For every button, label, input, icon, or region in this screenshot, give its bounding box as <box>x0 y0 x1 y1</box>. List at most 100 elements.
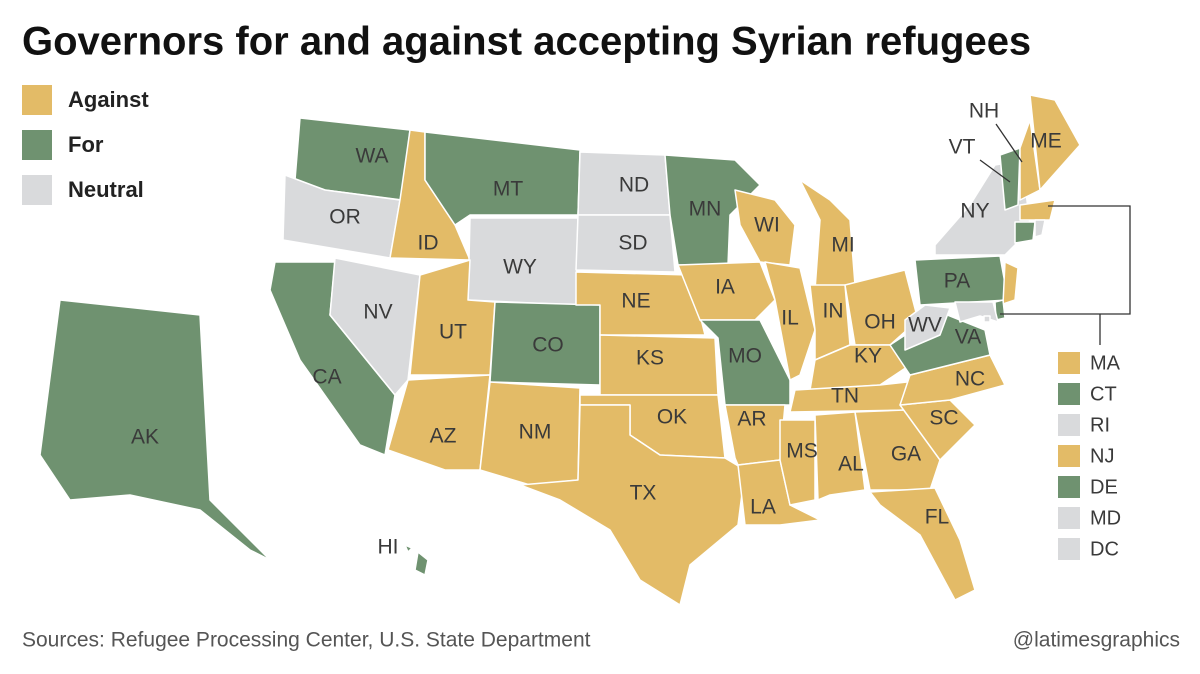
leader-line <box>979 159 1011 183</box>
inset-label: RI <box>1090 414 1110 436</box>
title: Governors for and against accepting Syri… <box>22 20 1031 64</box>
state-label: VT <box>949 136 976 159</box>
state-label: IA <box>715 276 735 299</box>
state-label: WY <box>503 256 537 279</box>
inset-swatch <box>1058 538 1080 560</box>
inset-swatch <box>1058 507 1080 529</box>
state-label: ID <box>418 232 439 255</box>
state-label: TN <box>831 385 859 408</box>
legend-label: For <box>68 132 104 157</box>
legend-swatch <box>22 85 52 115</box>
state-label: NE <box>621 290 650 313</box>
state-shape <box>779 419 816 506</box>
legend-label: Neutral <box>68 177 144 202</box>
state-label: IL <box>781 307 799 330</box>
inset-label: MD <box>1090 507 1121 529</box>
state-shape <box>424 131 581 226</box>
state-label: NC <box>955 368 985 391</box>
small-states <box>954 199 1056 323</box>
state-shape <box>664 154 761 266</box>
state-label: KS <box>636 347 664 370</box>
leader-line <box>995 123 1023 163</box>
state-label: PA <box>944 270 970 293</box>
state-label: WA <box>355 145 388 168</box>
state-shape <box>869 487 976 601</box>
sources: Sources: Refugee Processing Center, U.S.… <box>22 629 591 652</box>
inset-label: CT <box>1090 383 1117 405</box>
state-label: ME <box>1030 130 1062 153</box>
state-label: GA <box>891 443 921 466</box>
state-label: MI <box>831 234 854 257</box>
state-label: CO <box>532 334 564 357</box>
state-label: TX <box>630 482 657 505</box>
inset-legend: MA CT RI NJ DE MD DC <box>1058 352 1121 560</box>
state-shape <box>764 261 816 381</box>
state-label: KY <box>854 345 882 368</box>
state-label: SC <box>929 407 958 430</box>
state-label: IN <box>823 300 844 323</box>
inset-swatch <box>1058 445 1080 467</box>
state-shape <box>844 269 919 346</box>
inset-label: DC <box>1090 538 1119 560</box>
state-label: ND <box>619 174 649 197</box>
state-label: AL <box>838 453 864 476</box>
state-label: OK <box>657 406 687 429</box>
state-label: AK <box>131 426 159 449</box>
state-label: AZ <box>430 425 457 448</box>
state-label: MS <box>786 440 818 463</box>
state-label: NM <box>519 421 552 444</box>
state-label: AR <box>737 408 766 431</box>
state-shape <box>734 189 796 266</box>
state-shape <box>814 411 866 501</box>
state-label: VA <box>955 326 981 349</box>
state-shape <box>39 299 271 561</box>
state-label: OR <box>329 206 361 229</box>
legend-label: Against <box>68 87 149 112</box>
state-shape <box>387 374 491 471</box>
state-label: MN <box>689 198 722 221</box>
state-label: WI <box>754 214 780 237</box>
state-label: CA <box>312 366 341 389</box>
state-label: NY <box>960 200 989 223</box>
state-label: FL <box>925 506 950 529</box>
small-state-shape <box>983 315 991 323</box>
state-label: NH <box>969 100 999 123</box>
inset-swatch <box>1058 352 1080 374</box>
small-state-shape <box>954 301 999 323</box>
state-label: SD <box>618 232 647 255</box>
state-shape <box>699 319 791 406</box>
state-label: OH <box>864 311 896 334</box>
state-shape <box>677 261 776 321</box>
state-shape <box>904 304 951 351</box>
state-shape <box>404 544 413 553</box>
small-state-shape <box>1002 261 1019 305</box>
inset-swatch <box>1058 414 1080 436</box>
bracket <box>1000 205 1131 315</box>
states: WA OR CA NV ID MT WY UT AZ CO NM ND SD NE KS OK TX MN IA MO… <box>39 94 1081 606</box>
state-label: HI <box>378 536 399 559</box>
leader-lines <box>979 123 1131 345</box>
state-label: MO <box>728 345 762 368</box>
legend-swatch <box>22 130 52 160</box>
state-shape <box>329 257 421 396</box>
state-shape <box>414 551 429 576</box>
inset-label: MA <box>1090 352 1121 374</box>
state-shape <box>575 214 676 273</box>
inset-swatch <box>1058 476 1080 498</box>
state-label: NV <box>363 301 392 324</box>
legend: Against For Neutral <box>22 85 149 205</box>
state-label: LA <box>750 496 776 519</box>
state-label: MT <box>493 178 523 201</box>
state-shape <box>1029 94 1081 191</box>
inset-label: DE <box>1090 476 1118 498</box>
state-label: UT <box>439 321 467 344</box>
inset-swatch <box>1058 383 1080 405</box>
state-shape <box>519 404 746 606</box>
state-label: WV <box>908 314 942 337</box>
credit: @latimesgraphics <box>1013 629 1180 652</box>
small-state-shape <box>1019 199 1056 221</box>
small-state-shape <box>1014 221 1036 244</box>
legend-swatch <box>22 175 52 205</box>
small-state-shape <box>1034 219 1046 238</box>
